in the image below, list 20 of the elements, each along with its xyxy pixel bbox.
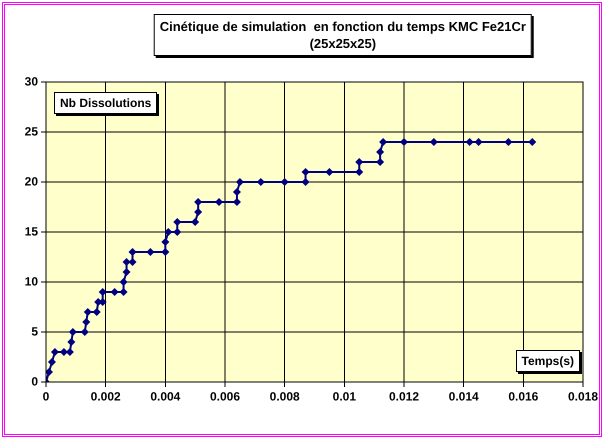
y-tick-label: 10 <box>24 274 38 288</box>
x-tick-label: 0.002 <box>90 390 122 404</box>
y-tick-label: 5 <box>31 324 38 338</box>
y-tick-label: 25 <box>24 124 38 138</box>
y-tick-label: 30 <box>24 74 38 88</box>
x-tick-label: 0.016 <box>508 390 539 404</box>
x-axis-title: Temps(s) <box>516 350 580 372</box>
x-tick-label: 0.014 <box>448 390 480 404</box>
y-axis-title: Nb Dissolutions <box>54 92 158 114</box>
y-tick-label: 0 <box>31 374 38 388</box>
x-tick-label: 0.01 <box>332 390 356 404</box>
chart-title: Cinétique de simulation en fonction du temps KMC Fe21Cr (25x25x25) <box>154 14 532 56</box>
x-tick-label: 0.012 <box>388 390 420 404</box>
x-tick-label: 0 <box>42 390 50 404</box>
x-tick-label: 0.008 <box>270 390 300 404</box>
x-tick-label: 0.004 <box>150 390 181 404</box>
x-tick-label: 0.006 <box>210 390 240 404</box>
y-tick-label: 20 <box>24 174 38 188</box>
y-tick-label: 15 <box>24 224 38 238</box>
x-tick-label: 0.018 <box>568 390 598 404</box>
